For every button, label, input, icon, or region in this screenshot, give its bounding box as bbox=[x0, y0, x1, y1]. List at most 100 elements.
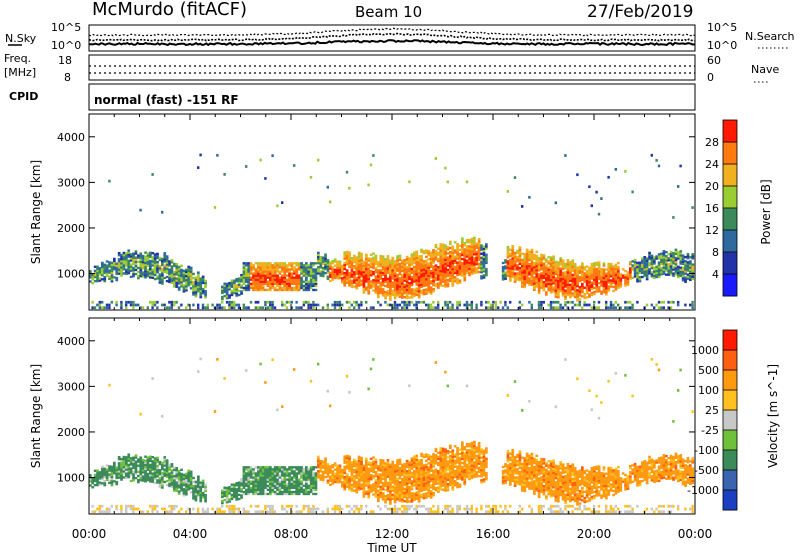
power-mark bbox=[161, 270, 164, 273]
velocity-mark bbox=[355, 484, 359, 488]
power-mark bbox=[679, 256, 683, 259]
velocity-mark bbox=[343, 486, 347, 489]
velocity-mark bbox=[288, 486, 291, 490]
velocity-mark bbox=[153, 473, 157, 477]
power-mark bbox=[345, 277, 349, 280]
velocity-mark bbox=[240, 477, 243, 481]
power-mark bbox=[408, 271, 411, 275]
power-mark bbox=[379, 269, 383, 272]
power-mark bbox=[367, 286, 371, 289]
power-mark bbox=[225, 282, 229, 286]
power-mark bbox=[175, 267, 179, 270]
power-mark bbox=[105, 272, 109, 275]
power-mark bbox=[384, 262, 387, 265]
velocity-mark bbox=[314, 488, 318, 492]
velocity-mark bbox=[245, 474, 248, 477]
power-mark bbox=[597, 261, 601, 264]
power-mark bbox=[674, 252, 678, 256]
velocity-mark bbox=[247, 486, 251, 490]
power-mark bbox=[581, 288, 584, 292]
power-mark bbox=[566, 291, 570, 295]
velocity-mark bbox=[276, 488, 279, 492]
power-mark bbox=[439, 282, 443, 285]
power-mark bbox=[686, 275, 690, 278]
power-mark bbox=[146, 260, 150, 263]
power-mark bbox=[417, 290, 421, 293]
power-mark bbox=[458, 254, 462, 258]
power-mark bbox=[441, 249, 445, 253]
power-mark bbox=[497, 306, 500, 310]
power-mark bbox=[528, 269, 531, 272]
velocity-mark bbox=[139, 466, 143, 470]
velocity-mark bbox=[252, 486, 255, 490]
power-mark bbox=[482, 253, 486, 257]
power-mark bbox=[441, 264, 445, 267]
power-mark bbox=[590, 271, 594, 274]
velocity-mark bbox=[377, 473, 380, 476]
velocity-mark bbox=[257, 480, 260, 483]
power-mark bbox=[377, 279, 380, 282]
power-mark bbox=[381, 265, 385, 268]
power-mark bbox=[321, 272, 325, 276]
power-mark bbox=[473, 269, 476, 272]
velocity-mark bbox=[228, 498, 231, 501]
power-mark bbox=[129, 269, 133, 272]
power-mark bbox=[535, 281, 539, 284]
power-mark bbox=[312, 284, 315, 288]
power-mark bbox=[441, 268, 445, 271]
velocity-mark bbox=[348, 482, 351, 485]
power-mark bbox=[638, 279, 642, 283]
power-mark bbox=[360, 258, 363, 262]
power-mark bbox=[458, 252, 462, 256]
power-mark bbox=[557, 281, 560, 285]
power-mark bbox=[545, 264, 548, 267]
power-mark bbox=[341, 264, 344, 268]
power-mark bbox=[187, 280, 191, 283]
power-mark bbox=[576, 268, 579, 271]
power-mark bbox=[468, 257, 471, 260]
power-mark bbox=[98, 267, 102, 270]
power-mark bbox=[463, 254, 467, 257]
velocity-mark bbox=[146, 456, 150, 459]
power-mark bbox=[134, 303, 137, 307]
velocity-mark bbox=[321, 462, 325, 465]
power-mark bbox=[264, 288, 267, 292]
velocity-mark bbox=[355, 489, 359, 492]
power-mark bbox=[672, 266, 675, 269]
power-mark bbox=[367, 275, 371, 279]
power-mark bbox=[583, 296, 587, 300]
power-mark bbox=[149, 268, 152, 271]
velocity-mark bbox=[273, 478, 277, 481]
velocity-mark bbox=[225, 490, 229, 494]
power-mark bbox=[185, 306, 188, 310]
power-mark bbox=[350, 285, 354, 289]
velocity-mark bbox=[329, 471, 332, 474]
power-mark bbox=[480, 248, 483, 251]
power-mark bbox=[588, 266, 591, 270]
power-mark bbox=[259, 272, 263, 275]
velocity-mark bbox=[297, 490, 301, 494]
power-mark bbox=[365, 253, 368, 256]
power-mark bbox=[523, 285, 527, 289]
velocity-mark bbox=[271, 470, 275, 473]
power-mark bbox=[528, 283, 531, 286]
power-mark bbox=[336, 266, 339, 270]
velocity-mark bbox=[273, 510, 277, 514]
power-mark bbox=[583, 300, 586, 304]
power-mark bbox=[326, 275, 330, 278]
power-mark bbox=[585, 271, 589, 274]
velocity-mark bbox=[187, 484, 191, 487]
velocity-mark bbox=[132, 474, 135, 478]
velocity-mark bbox=[353, 485, 356, 488]
power-mark bbox=[252, 274, 255, 277]
velocity-mark bbox=[96, 483, 99, 487]
power-mark bbox=[307, 300, 310, 304]
velocity-mark bbox=[144, 469, 147, 473]
velocity-mark bbox=[115, 482, 119, 486]
power-mark bbox=[660, 273, 663, 276]
power-mark bbox=[343, 253, 347, 256]
power-mark bbox=[391, 281, 395, 284]
velocity-mark bbox=[144, 455, 147, 458]
velocity-mark bbox=[338, 480, 342, 484]
velocity-mark bbox=[336, 472, 339, 476]
